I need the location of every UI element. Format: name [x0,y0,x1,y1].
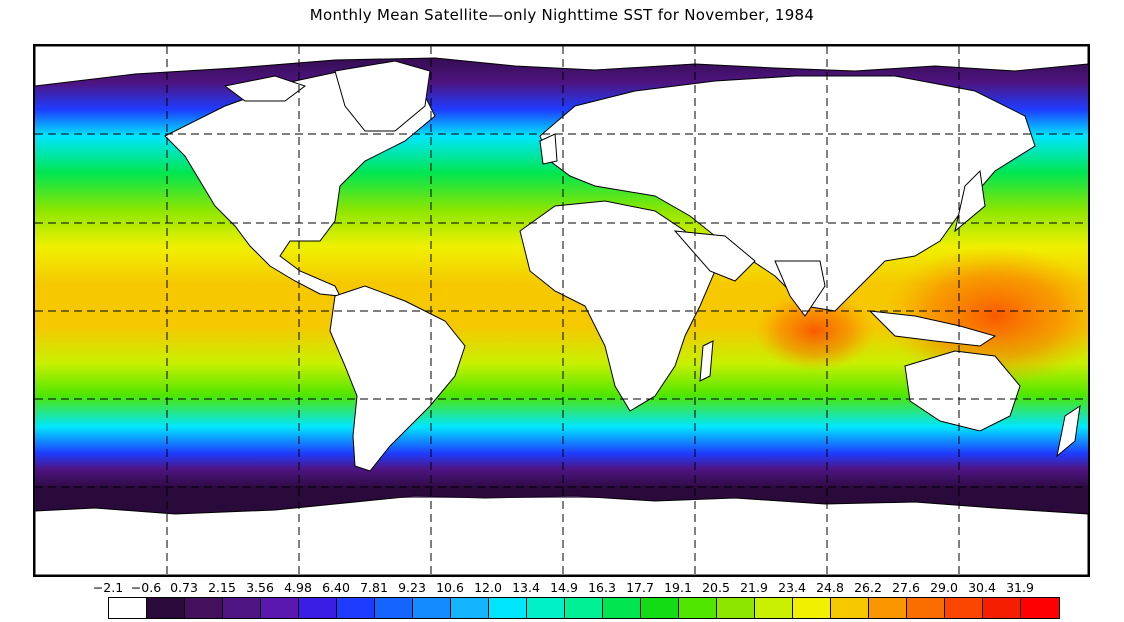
colorbar-swatch [869,598,907,618]
colorbar-swatch [261,598,299,618]
colorbar-tick-label: 12.0 [474,580,502,595]
colorbar-tick-label: 14.9 [550,580,578,595]
colorbar-swatch [641,598,679,618]
colorbar-swatch [527,598,565,618]
colorbar-swatch [565,598,603,618]
colorbar-swatch [413,598,451,618]
colorbar-swatch [755,598,793,618]
colorbar-swatch [299,598,337,618]
arctic-coast [35,46,1088,87]
colorbar-tick-label: 6.40 [322,580,350,595]
arctic-islands [223,75,307,102]
colorbar-tick-label: 17.7 [626,580,654,595]
colorbar-swatch [945,598,983,618]
colorbar-swatch [831,598,869,618]
colorbar-swatch [907,598,945,618]
colorbar-tick-label: 24.8 [816,580,844,595]
britain [539,133,558,165]
colorbar-tick-label: 4.98 [284,580,312,595]
sst-map [33,44,1090,577]
colorbar-swatch [1021,598,1059,618]
colorbar-swatch [375,598,413,618]
colorbar-tick-label: 13.4 [512,580,540,595]
india [774,260,826,317]
colorbar-tick-label: −2.1 [92,580,124,595]
colorbar-swatch [185,598,223,618]
colorbar-tick-label: 20.5 [702,580,730,595]
australia [904,350,1021,432]
colorbar-tick-label: 10.6 [436,580,464,595]
colorbar-tick-label: 0.73 [170,580,198,595]
colorbar-tick-label: 9.23 [398,580,426,595]
africa [519,200,716,412]
madagascar [699,340,714,382]
southern-ocean-band [35,486,1088,498]
colorbar-swatch [223,598,261,618]
west-pacific-warm-pool [885,246,1088,386]
colorbar-swatch [983,598,1021,618]
colorbar-tick-label: −0.6 [130,580,162,595]
eurasia [539,75,1036,312]
new-zealand [1056,404,1081,458]
colorbar-swatch [679,598,717,618]
colorbar-tick-label: 26.2 [854,580,882,595]
colorbar-tick-label: 30.4 [968,580,996,595]
colorbar-tick-label: 27.6 [892,580,920,595]
colorbar-tick-label: 29.0 [930,580,958,595]
colorbar-swatch [451,598,489,618]
colorbar-swatch [147,598,185,618]
land-masses [35,46,1088,575]
colorbar-swatch [109,598,147,618]
colorbar-tick-label: 7.81 [360,580,388,595]
map-title: Monthly Mean Satellite—only Nighttime SS… [309,6,815,24]
colorbar-swatch [717,598,755,618]
colorbar-swatch [793,598,831,618]
colorbar [108,597,1060,619]
colorbar-labels: −2.1 −0.6 0.73 2.15 3.56 4.98 6.40 7.81 9.23 10.6… [0,580,1124,596]
japan [954,169,986,233]
indonesia [868,310,997,347]
colorbar-tick-label: 31.9 [1006,580,1034,595]
greenland [334,60,431,132]
colorbar-tick-label: 23.4 [778,580,806,595]
colorbar-tick-label: 16.3 [588,580,616,595]
colorbar-swatch [337,598,375,618]
graticule [35,46,1088,575]
colorbar-tick-label: 3.56 [246,580,274,595]
antarctica [35,495,1088,575]
colorbar-swatch [603,598,641,618]
colorbar-tick-label: 2.15 [208,580,236,595]
colorbar-tick-label: 19.1 [664,580,692,595]
colorbar-tick-label: 21.9 [740,580,768,595]
colorbar-swatch [489,598,527,618]
